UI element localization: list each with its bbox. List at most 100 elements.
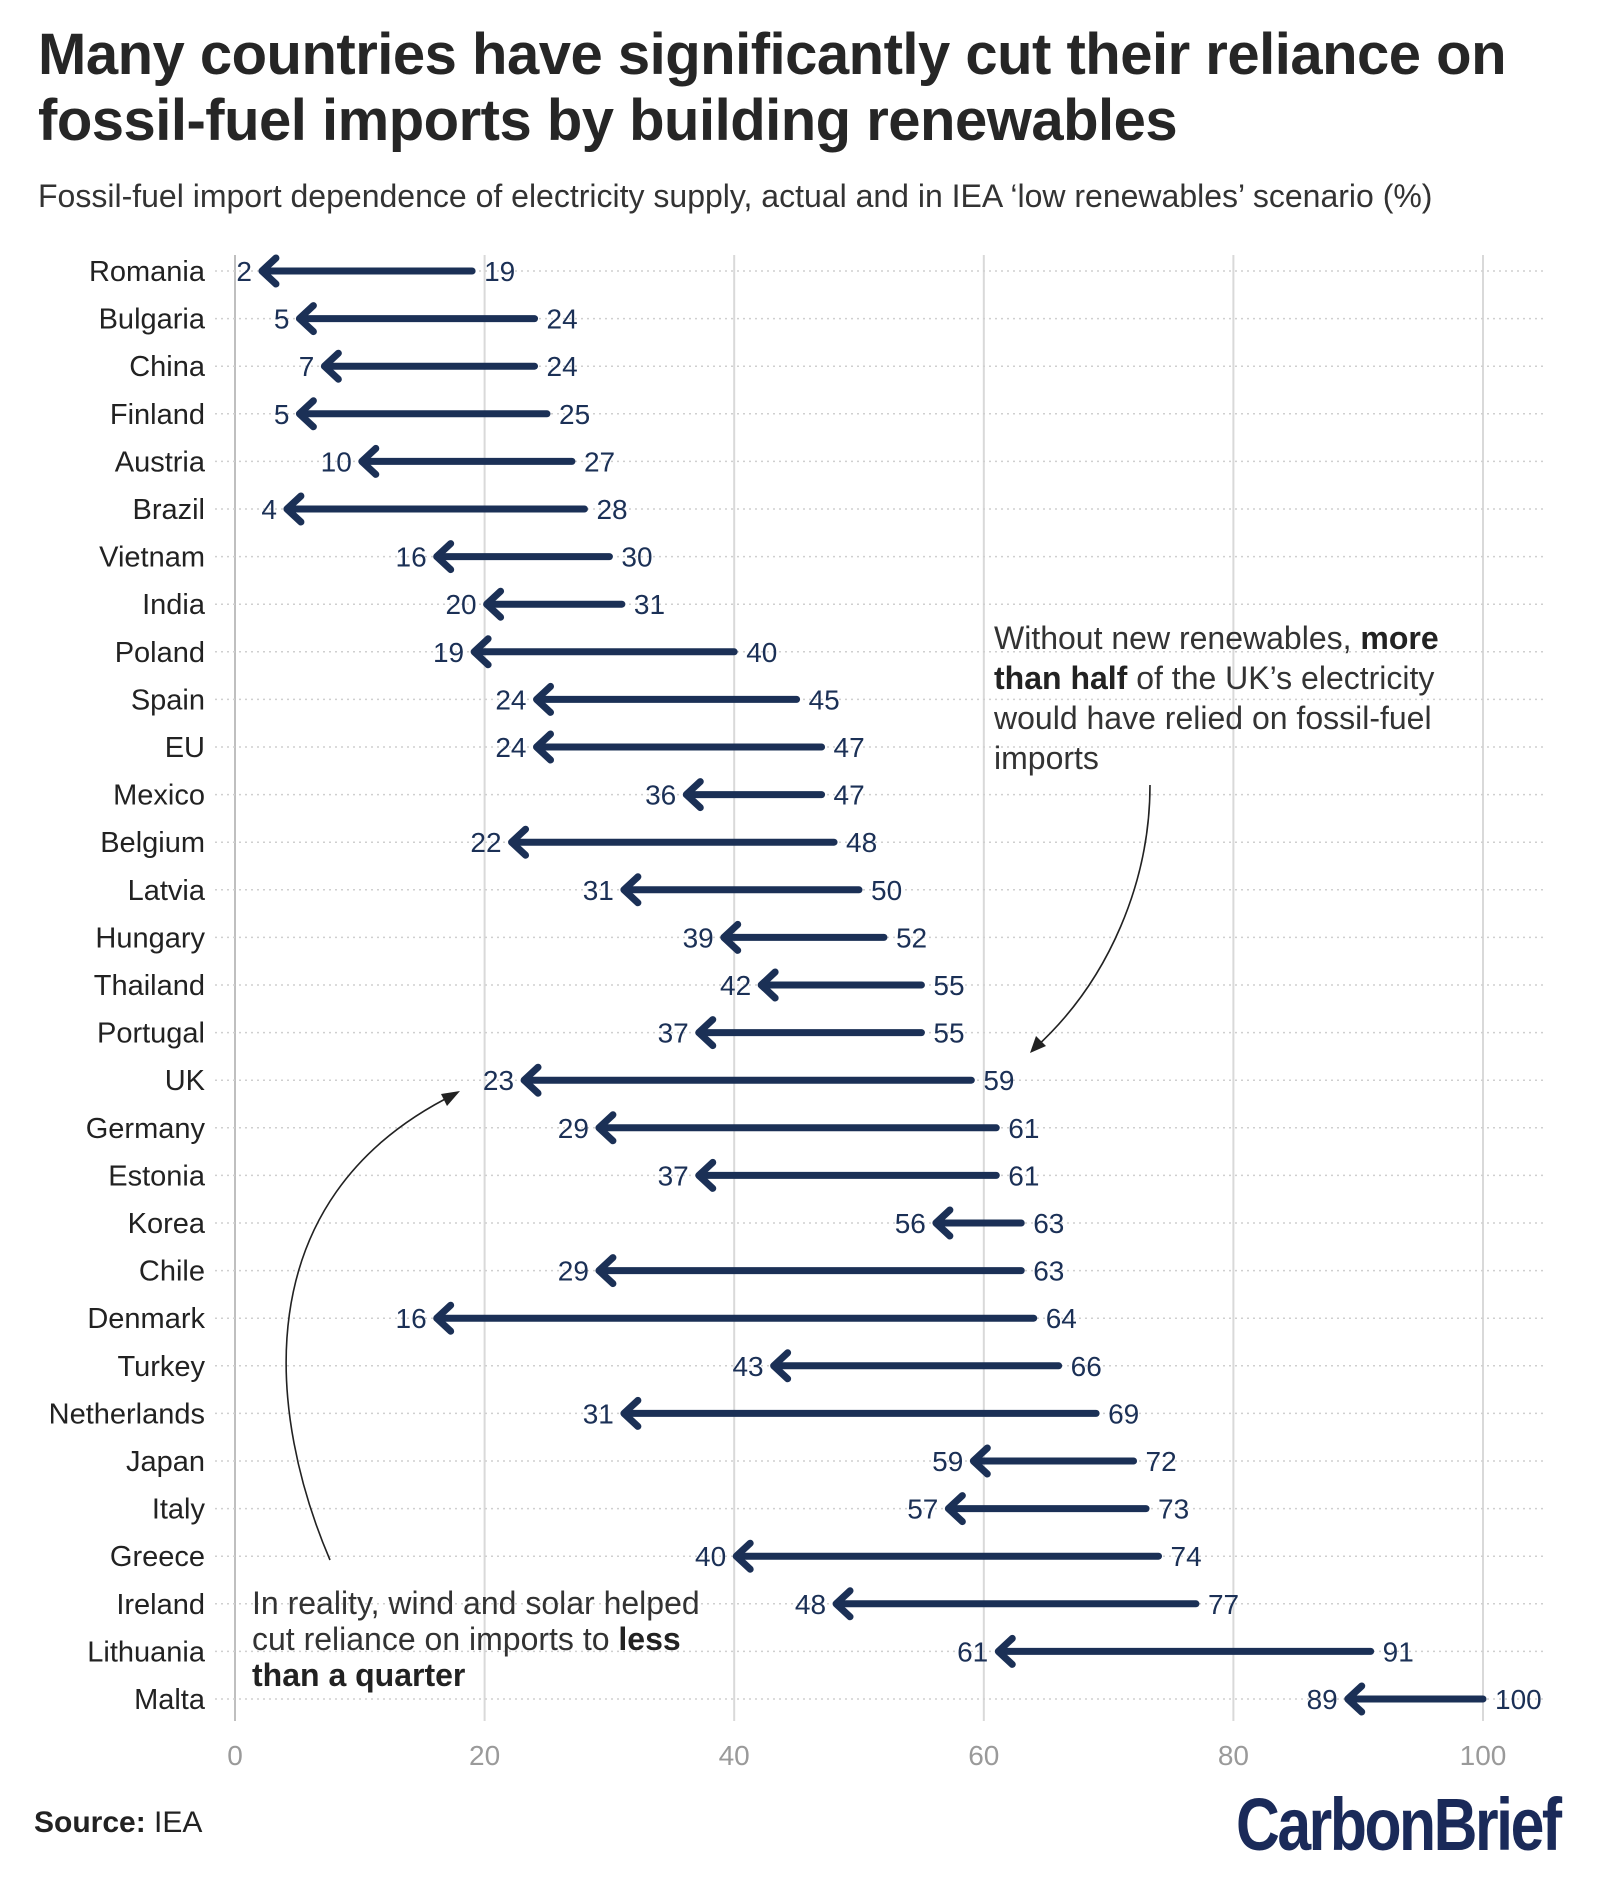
rows-layer: Romania 19 2 Bulgaria 24 5 China 24 7 Finland 25 5 A…: [49, 254, 1542, 1716]
x-tick-label: 20: [469, 1740, 500, 1771]
arrow-head: [358, 444, 380, 478]
arrow-head: [595, 1111, 617, 1145]
actual-value-label: 4: [261, 494, 277, 525]
arrow-head: [295, 302, 317, 336]
arrow-head: [470, 635, 492, 669]
scenario-value-label: 45: [809, 684, 840, 715]
x-tick-label: 100: [1460, 1740, 1507, 1771]
scenario-value-label: 27: [584, 446, 615, 477]
uk-annotation-text: Without new renewables,: [994, 620, 1361, 656]
uk-annotation-bold: more than half: [994, 620, 1439, 696]
actual-value-label: 40: [695, 1541, 726, 1572]
country-label: EU: [165, 732, 205, 764]
scenario-value-label: 55: [933, 970, 964, 1001]
scenario-value-label: 40: [746, 637, 777, 668]
scenario-value-label: 69: [1108, 1398, 1139, 1429]
scenario-value-label: 72: [1146, 1446, 1177, 1477]
arrow-head: [508, 825, 530, 859]
scenario-value-label: 30: [621, 542, 652, 573]
actual-value-label: 36: [645, 780, 676, 811]
scenario-value-label: 50: [871, 875, 902, 906]
actual-value-label: 20: [445, 589, 476, 620]
country-label: Denmark: [87, 1303, 205, 1335]
actual-value-label: 56: [895, 1208, 926, 1239]
scenario-value-label: 74: [1171, 1541, 1202, 1572]
actual-value-label: 31: [583, 1398, 614, 1429]
arrow-head: [932, 1206, 954, 1240]
arrow-head: [620, 1396, 642, 1430]
actual-value-label: 7: [299, 351, 315, 382]
country-label: Netherlands: [49, 1398, 205, 1430]
scenario-value-label: 24: [547, 304, 578, 335]
actual-value-label: 42: [720, 970, 751, 1001]
actual-value-label: 37: [658, 1018, 689, 1049]
country-label: Estonia: [108, 1160, 206, 1192]
scenario-value-label: 63: [1033, 1256, 1064, 1287]
reality-annotation-bold: less than a quarter: [252, 1621, 681, 1693]
country-label: Chile: [139, 1256, 205, 1288]
chart-title: Many countries have significantly cut th…: [38, 22, 1507, 153]
arrow-head: [283, 492, 305, 526]
uk-annotation-text-end: of the UK’s electricity would have relie…: [994, 660, 1435, 776]
grid-layer: [215, 255, 1545, 1721]
x-tick-label: 80: [1218, 1740, 1249, 1771]
country-label: Brazil: [132, 494, 205, 526]
actual-value-label: 24: [495, 732, 526, 763]
country-label: Greece: [110, 1541, 205, 1573]
arrow-head: [720, 920, 742, 954]
scenario-value-label: 28: [596, 494, 627, 525]
scenario-value-label: 63: [1033, 1208, 1064, 1239]
actual-value-label: 24: [495, 684, 526, 715]
arrow-head: [520, 1063, 542, 1097]
x-tick-label: 0: [227, 1740, 243, 1771]
scenario-value-label: 59: [983, 1065, 1014, 1096]
arrow-head: [944, 1492, 966, 1526]
country-label: Japan: [126, 1446, 205, 1478]
scenario-value-label: 47: [834, 732, 865, 763]
country-label: Romania: [89, 256, 206, 288]
arrow-head: [695, 1158, 717, 1192]
country-label: Portugal: [97, 1018, 205, 1050]
country-label: China: [129, 351, 206, 383]
arrow-head: [595, 1254, 617, 1288]
reality-annotation-text: In reality, wind and solar helped cut re…: [252, 1585, 700, 1657]
actual-value-label: 57: [907, 1494, 938, 1525]
country-label: Italy: [152, 1494, 206, 1526]
country-label: Lithuania: [87, 1636, 206, 1668]
scenario-value-label: 61: [1008, 1160, 1039, 1191]
scenario-value-label: 24: [547, 351, 578, 382]
arrow-head: [695, 1016, 717, 1050]
scenario-value-label: 73: [1158, 1494, 1189, 1525]
reality-note-callout-arrowhead: [441, 1091, 460, 1106]
reality-annotation: In reality, wind and solar helped cut re…: [252, 1585, 742, 1693]
country-label: Korea: [128, 1208, 206, 1240]
source-label: Source:: [34, 1806, 146, 1839]
arrow-head: [320, 349, 342, 383]
actual-value-label: 2: [236, 256, 252, 287]
x-tick-label: 60: [968, 1740, 999, 1771]
arrow-head: [295, 397, 317, 431]
country-label: Finland: [110, 399, 205, 431]
arrow-head: [832, 1587, 854, 1621]
scenario-value-label: 25: [559, 399, 590, 430]
arrow-head: [533, 730, 555, 764]
reality-note-callout-line: [285, 1093, 456, 1561]
source-value: IEA: [154, 1806, 203, 1839]
country-label: Latvia: [128, 875, 206, 907]
arrow-head: [770, 1349, 792, 1383]
arrow-head: [620, 873, 642, 907]
arrow-head: [994, 1634, 1016, 1668]
uk-note-callout-arrowhead: [1030, 1036, 1046, 1053]
arrow-head: [533, 682, 555, 716]
chart-subtitle: Fossil-fuel import dependence of electri…: [38, 178, 1433, 214]
carbonbrief-logo: CarbonBrief: [1236, 1783, 1562, 1866]
scenario-value-label: 47: [834, 780, 865, 811]
scenario-value-label: 100: [1495, 1684, 1542, 1715]
actual-value-label: 5: [274, 399, 290, 430]
actual-value-label: 39: [683, 922, 714, 953]
actual-value-label: 23: [483, 1065, 514, 1096]
actual-value-label: 37: [658, 1160, 689, 1191]
arrow-head: [1344, 1682, 1366, 1716]
actual-value-label: 29: [558, 1256, 589, 1287]
arrow-head: [433, 1301, 455, 1335]
